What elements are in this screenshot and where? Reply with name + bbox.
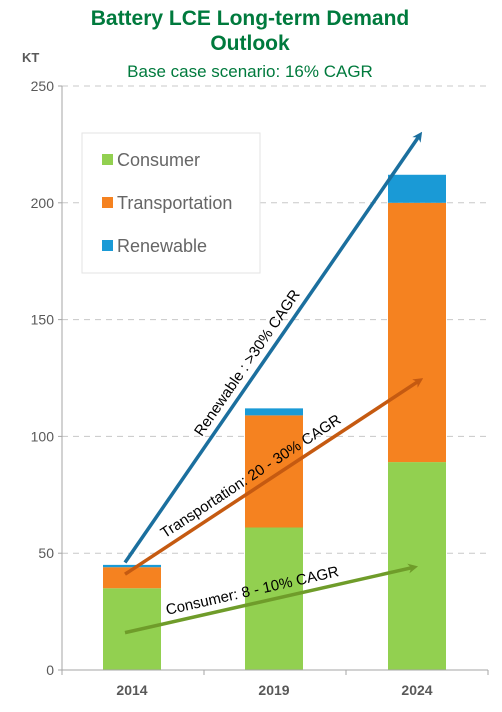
y-tick-label: 200 [31,195,55,211]
bar-segment-consumer [388,462,446,670]
chart-title: Battery LCE Long-term Demand Outlook [90,7,410,55]
growth-arrow [124,378,424,576]
legend-label: Transportation [117,193,232,213]
bar-segment-transportation [388,202,446,463]
y-tick-label: 250 [31,78,55,94]
y-tick-label: 150 [31,312,55,328]
tick-labels: 0 50 100 150 200 250 2014 2019 2024 [31,78,433,698]
axes [61,86,489,675]
bar-segment-transportation [103,567,161,589]
chart-subtitle: Base case scenario: 16% CAGR [127,62,373,81]
legend-swatch [102,240,113,251]
y-tick-label: 100 [31,428,55,444]
bar-segment-renewable [388,174,446,203]
bar-segment-transportation [245,415,303,528]
bar-segment-consumer [103,588,161,670]
x-tick-label: 2014 [116,682,147,698]
y-tick-label: 50 [38,545,54,561]
legend: Consumer Transportation Renewable [81,132,261,274]
bar-segment-renewable [245,408,303,416]
legend-swatch [102,154,113,165]
legend-label: Consumer [117,150,200,170]
y-axis-label: KT [22,50,40,65]
growth-arrow [124,563,419,635]
legend-swatch [102,197,113,208]
x-tick-label: 2019 [258,682,289,698]
x-tick-label: 2024 [401,682,432,698]
growth-arrow [123,131,423,564]
y-tick-label: 0 [46,662,54,678]
legend-label: Renewable [117,236,207,256]
bar-segment-renewable [103,564,161,568]
